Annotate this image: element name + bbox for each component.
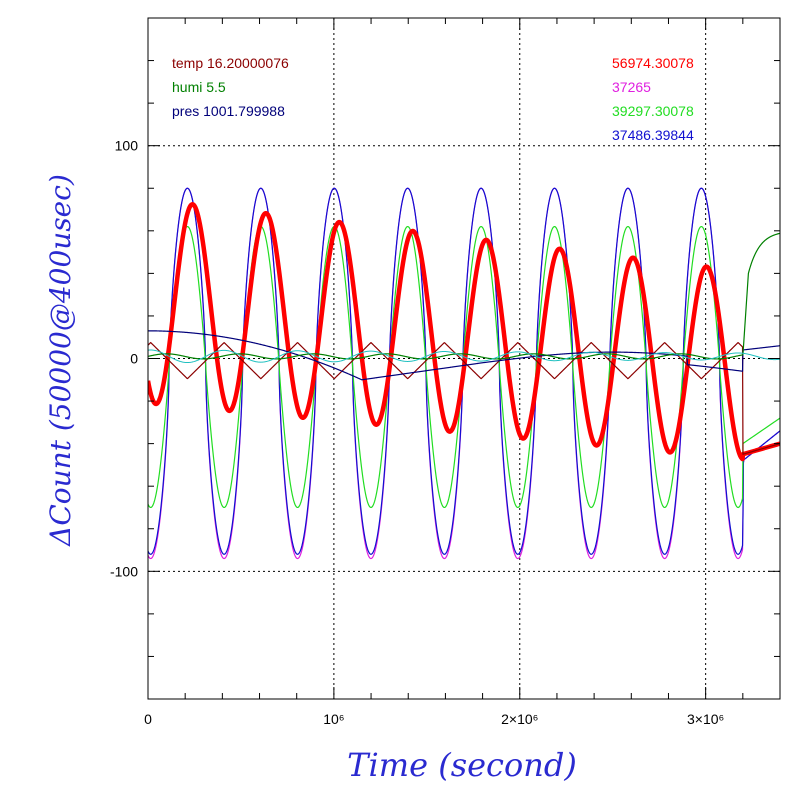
legend-right-entry-0: 56974.30078 — [612, 55, 694, 71]
x-tick-label-2: 2×10⁶ — [501, 711, 538, 727]
x-tick-label-0: 0 — [144, 711, 152, 727]
legend-right-entry-2: 39297.30078 — [612, 103, 694, 119]
axis-ticks: 0 10⁶ 2×10⁶ 3×10⁶ 100 0 -100 — [110, 17, 781, 727]
x-tick-label-3: 3×10⁶ — [687, 711, 724, 727]
series-line-5 — [148, 330, 780, 381]
legend-left-entry-0: temp 16.20000076 — [172, 55, 289, 71]
series-lines — [148, 187, 780, 560]
series-line-3 — [148, 202, 780, 462]
x-axis-title: Time (second) — [347, 746, 577, 784]
y-tick-label-0: 100 — [115, 138, 139, 154]
legend-left-entry-1: humi 5.5 — [172, 79, 226, 95]
x-tick-label-1: 10⁶ — [323, 711, 344, 727]
legend-left-entry-2: pres 1001.799988 — [172, 103, 285, 119]
legend-right-entry-1: 37265 — [612, 79, 651, 95]
legend: temp 16.20000076 humi 5.5 pres 1001.799988… — [172, 55, 694, 143]
y-axis-title: ΔCount (50000@400usec) — [44, 174, 77, 547]
y-tick-label-2: -100 — [110, 563, 138, 579]
series-line-4 — [148, 341, 780, 455]
legend-right-entry-3: 37486.39844 — [612, 127, 694, 143]
series-line-1 — [148, 187, 780, 555]
y-tick-label-1: 0 — [130, 351, 138, 367]
series-line-7 — [148, 349, 780, 364]
